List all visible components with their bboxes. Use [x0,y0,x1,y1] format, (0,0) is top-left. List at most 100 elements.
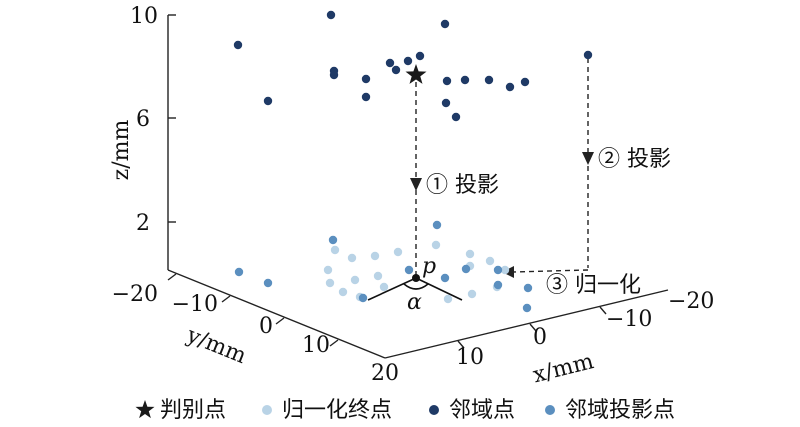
projection-point-1 [263,278,273,288]
y-axis-line [167,269,386,359]
x-tick-labels: 10 0 −10 −20 [456,289,714,370]
projection-point-7 [493,265,503,275]
neighborhood-point-11 [442,76,452,86]
legend-dot-normalized [262,405,272,415]
normalized-end-point-6 [485,256,495,266]
point-p-marker [412,274,420,282]
projection-point-2 [328,235,338,245]
z-tick-label-10: 10 [130,4,158,29]
normalized-end-point-12 [443,294,453,304]
arrow-heads [410,152,594,278]
z-axis-name: z/mm [109,120,134,181]
y-tick-label-m10: −10 [172,292,218,317]
neighborhood-point-4 [403,56,413,66]
x-tick-m10 [599,306,607,315]
neighborhood-point-9 [361,74,371,84]
projection-point-9 [523,283,533,293]
neighborhood-point-6 [583,50,593,60]
x-tick-label-m10: −10 [606,307,652,332]
projection-point-5 [440,273,450,283]
angle-alpha-label: α [407,290,422,315]
axes-frame [167,14,669,359]
neighborhood-point-17 [263,96,273,106]
normalized-end-point-0 [330,245,340,255]
normalized-end-point-1 [347,253,357,263]
neighborhood-point-3 [385,58,395,68]
legend-label-judgment: 判别点 [160,398,226,423]
projection-point-11 [358,293,368,303]
y-tick-10 [329,339,339,347]
neighborhood-point-19 [451,112,461,122]
x-tick-0 [529,323,537,332]
neighborhood-point-1 [440,19,450,29]
x-tick-label-m20: −20 [668,289,714,314]
x-tick-label-0: 0 [533,325,547,350]
projection-point-8 [493,280,503,290]
neighborhood-point-2 [233,40,243,50]
legend-dot-projection [545,405,555,415]
neighborhood-points [233,10,593,122]
normalized-end-point-2 [370,251,380,261]
point-p-label: p [422,254,436,279]
neighborhood-projection-points [234,220,533,313]
legend-dot-neighborhood [429,405,439,415]
angle-line-right [415,277,463,301]
neighborhood-point-10 [391,65,401,75]
normalized-end-point-17 [373,271,383,281]
normalized-end-point-15 [500,265,510,275]
legend-star-icon [135,400,155,419]
y-tick-labels: −20 −10 0 10 20 [112,282,399,386]
y-tick-label-20: 20 [371,361,399,386]
y-tick-label-m20: −20 [112,282,158,307]
normalized-end-point-18 [350,275,360,285]
projection-1-arrow [410,178,422,191]
x-tick-10 [457,340,465,349]
y-tick-label-10: 10 [302,333,330,358]
angle-lines [367,277,463,301]
normalized-end-point-4 [431,240,441,250]
y-tick-0 [275,317,285,325]
angle-arc [403,283,429,290]
projection-point-3 [432,220,442,230]
neighborhood-point-0 [326,10,336,20]
projection-2-arrow [582,152,594,165]
normalized-end-point-9 [338,287,348,297]
neighborhood-point-12 [460,75,470,85]
x-axis-line [384,289,669,359]
projection-point-10 [522,303,532,313]
projection-point-4 [404,265,414,275]
normalized-end-point-3 [393,247,403,257]
normalize-3-label: ③ 归一化 [546,273,641,298]
neighborhood-point-16 [361,92,371,102]
legend-label-projection: 邻域投影点 [565,398,675,423]
legend-label-neighborhood: 邻域点 [449,398,515,423]
z-tick-label-2: 2 [136,211,150,236]
z-tick-label-6: 6 [136,107,150,132]
normalized-end-point-8 [325,278,335,288]
normalized-end-point-7 [323,265,333,275]
projection-2-label: ② 投影 [598,147,671,172]
projection-1-label: ① 投影 [426,173,499,198]
normalized-end-point-13 [467,289,477,299]
projection-lines [415,58,589,276]
neighborhood-point-13 [484,75,494,85]
z-tick-labels: 10 6 2 [130,4,158,236]
neighborhood-point-18 [441,98,451,108]
y-tick-m10 [221,295,231,303]
x-tick-label-10: 10 [456,345,484,370]
neighborhood-point-14 [520,77,530,87]
neighborhood-point-15 [505,82,515,92]
judgment-point-star [405,64,427,84]
legend: 判别点 归一化终点 邻域点 邻域投影点 [135,398,675,423]
projection-point-0 [234,267,244,277]
legend-label-normalized: 归一化终点 [282,398,392,423]
projection-point-6 [461,264,471,274]
normalize-3-line [511,269,589,273]
neighborhood-point-5 [415,51,425,61]
y-axis-name: y/mm [182,322,250,369]
y-tick-label-0: 0 [259,314,273,339]
y-tick-m20 [167,273,177,281]
normalized-end-point-11 [379,282,389,292]
